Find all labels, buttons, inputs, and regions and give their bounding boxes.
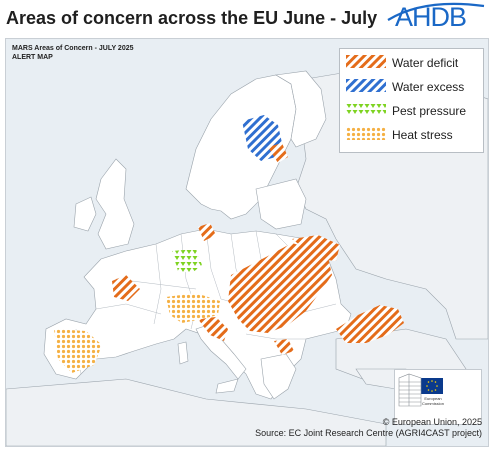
- map-title: MARS Areas of Concern - JULY 2025 ALERT …: [12, 44, 134, 62]
- pest-pressure-area-germany: [172, 249, 202, 273]
- ec-caption: European Commission: [421, 396, 444, 406]
- water-deficit-swatch-icon: [346, 55, 386, 68]
- copyright-text: © European Union, 2025: [382, 417, 482, 427]
- legend-label: Water excess: [392, 80, 465, 94]
- heat-stress-areas: [54, 293, 220, 373]
- eu-stars-icon: [426, 380, 438, 392]
- source-text: Source: EC Joint Research Centre (AGRI4C…: [255, 428, 482, 438]
- legend-item-heat-stress: Heat stress: [346, 127, 481, 145]
- water-excess-swatch-icon: [346, 79, 386, 92]
- water-deficit-area-italy: [198, 317, 228, 341]
- water-deficit-area-baltic: [268, 143, 288, 163]
- heat-stress-area-italy-france: [166, 293, 220, 323]
- pest-pressure-areas: [172, 249, 202, 273]
- legend-item-water-excess: Water excess: [346, 79, 481, 97]
- map-title-line-1: MARS Areas of Concern - JULY 2025: [12, 45, 134, 52]
- water-deficit-area-germany: [198, 223, 216, 241]
- legend-label: Water deficit: [392, 56, 459, 70]
- european-commission-logo: European Commission: [394, 369, 482, 425]
- pest-pressure-swatch-icon: [346, 103, 386, 116]
- europe-map: [6, 68, 488, 446]
- water-deficit-area-turkey: [336, 305, 404, 343]
- ahdb-logo: AHDB: [384, 2, 488, 34]
- water-deficit-area-france: [112, 275, 140, 301]
- water-deficit-area-greece: [274, 339, 294, 355]
- logo-arc-icon: [387, 2, 485, 21]
- water-deficit-area-ukraine: [292, 235, 340, 261]
- legend-label: Heat stress: [392, 128, 453, 142]
- eu-flag-icon: [421, 378, 443, 394]
- legend-item-water-deficit: Water deficit: [346, 55, 481, 73]
- map-title-line-2: ALERT MAP: [12, 54, 53, 61]
- berlaymont-building-icon: [398, 373, 422, 407]
- alert-map: MARS Areas of Concern - JULY 2025 ALERT …: [5, 38, 489, 447]
- water-deficit-area-east: [228, 243, 332, 333]
- heat-stress-swatch-icon: [346, 127, 386, 140]
- legend-item-pest-pressure: Pest pressure: [346, 103, 481, 121]
- map-legend: Water deficit Water excess Pest pressure…: [339, 48, 484, 153]
- water-deficit-areas: [112, 143, 404, 355]
- legend-label: Pest pressure: [392, 104, 467, 118]
- logo-text: AHDB: [395, 2, 467, 32]
- heat-stress-area-iberia: [54, 329, 102, 373]
- page-title: Areas of concern across the EU June - Ju…: [6, 8, 378, 28]
- map-credits: © European Union, 2025 Source: EC Joint …: [255, 417, 482, 439]
